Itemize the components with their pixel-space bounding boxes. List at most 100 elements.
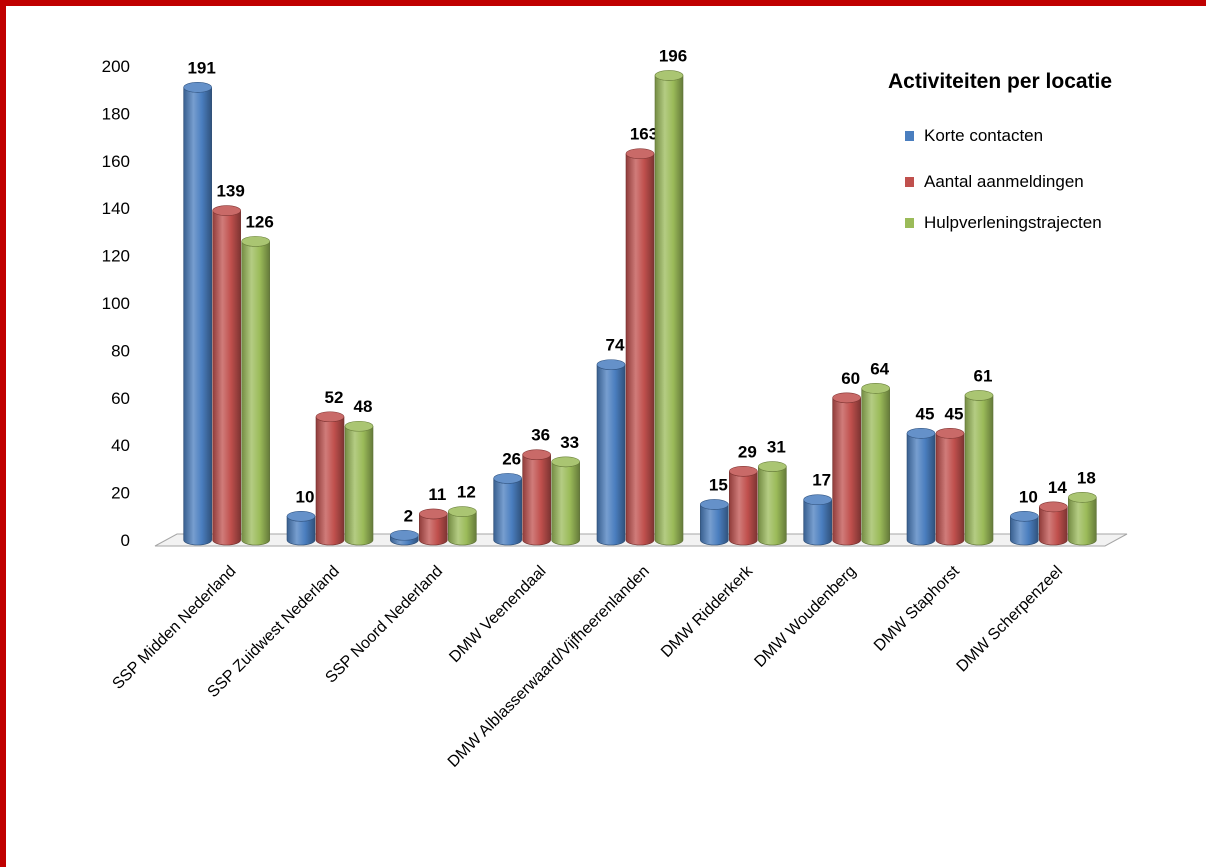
bar-ssp-zuidwest-nederland-korte-contacten-cap [286,510,316,522]
bar-ssp-zuidwest-nederland-aantal-aanmeldingen-body [315,416,345,546]
bar-ssp-zuidwest-nederland-hulpverleningstrajecten [344,420,374,546]
value-label-ssp-zuidwest-nederland-korte-contacten: 10 [296,487,315,506]
bar-ssp-zuidwest-nederland-aantal-aanmeldingen-cap [315,411,345,423]
bar-dmw-woudenberg-korte-contacten [803,494,832,546]
bar-dmw-scherpenzeel-korte-contacten [1010,510,1039,546]
value-label-ssp-zuidwest-nederland-aantal-aanmeldingen: 52 [325,388,344,407]
x-tick-label-dmw-scherpenzeel: DMW Scherpenzeel [954,563,1067,676]
bar-ssp-zuidwest-nederland-aantal-aanmeldingen [315,411,345,546]
bar-dmw-staphorst-korte-contacten [906,428,936,546]
bar-dmw-alblasserwaard-vijfheerenlanden-hulpverleningstrajecten-cap [654,70,684,81]
bar-dmw-veenendaal-hulpverleningstrajecten-body [551,461,580,546]
bar-dmw-staphorst-aantal-aanmeldingen-cap [935,428,965,439]
value-label-ssp-midden-nederland-korte-contacten: 191 [187,58,215,77]
bar-ssp-midden-nederland-hulpverleningstrajecten-cap [241,236,270,247]
bar-ssp-noord-nederland-aantal-aanmeldingen-cap [419,508,448,520]
value-label-dmw-ridderkerk-aantal-aanmeldingen: 29 [738,442,757,461]
y-tick-label-100: 100 [102,294,130,313]
value-label-dmw-ridderkerk-hulpverleningstrajecten: 31 [767,438,786,457]
bar-dmw-alblasserwaard-vijfheerenlanden-aantal-aanmeldingen-body [625,153,655,546]
bar-ssp-noord-nederland-hulpverleningstrajecten [448,506,477,546]
bar-dmw-woudenberg-hulpverleningstrajecten-cap [861,383,890,394]
value-label-dmw-scherpenzeel-aantal-aanmeldingen: 14 [1048,478,1067,497]
value-label-ssp-noord-nederland-hulpverleningstrajecten: 12 [457,483,476,502]
value-label-ssp-noord-nederland-korte-contacten: 2 [404,506,413,525]
x-tick-label-dmw-staphorst: DMW Staphorst [871,562,963,654]
y-tick-label-160: 160 [102,152,130,171]
bar-ssp-zuidwest-nederland-hulpverleningstrajecten-body [344,426,374,546]
bar-dmw-staphorst-aantal-aanmeldingen [935,428,965,546]
bar-dmw-ridderkerk-aantal-aanmeldingen-body [729,471,758,546]
bar-dmw-woudenberg-hulpverleningstrajecten [861,383,890,546]
value-label-dmw-alblasserwaard-vijfheerenlanden-aantal-aanmeldingen: 163 [630,125,658,144]
value-label-dmw-staphorst-hulpverleningstrajecten: 61 [974,366,993,385]
value-label-dmw-alblasserwaard-vijfheerenlanden-hulpverleningstrajecten: 196 [659,46,687,65]
bar-dmw-ridderkerk-hulpverleningstrajecten-cap [758,461,787,472]
x-tick-label-ssp-noord-nederland: SSP Noord Nederland [322,563,446,687]
value-label-dmw-alblasserwaard-vijfheerenlanden-korte-contacten: 74 [606,336,625,355]
value-label-dmw-woudenberg-hulpverleningstrajecten: 64 [870,359,889,378]
bar-ssp-midden-nederland-aantal-aanmeldingen-body [212,210,241,546]
legend-item-korte-contacten: Korte contacten [905,125,1043,147]
bar-dmw-ridderkerk-korte-contacten [700,499,729,546]
bar-dmw-alblasserwaard-vijfheerenlanden-aantal-aanmeldingen-cap [625,148,655,159]
bar-ssp-zuidwest-nederland-hulpverleningstrajecten-cap [344,420,374,432]
value-label-dmw-veenendaal-hulpverleningstrajecten: 33 [560,433,579,452]
value-label-dmw-veenendaal-korte-contacten: 26 [502,449,521,468]
bar-dmw-woudenberg-korte-contacten-cap [803,494,832,506]
bar-dmw-woudenberg-korte-contacten-body [803,499,832,546]
bar-ssp-midden-nederland-korte-contacten-cap [183,82,212,93]
bar-dmw-scherpenzeel-aantal-aanmeldingen-cap [1039,501,1068,513]
bar-ssp-noord-nederland-hulpverleningstrajecten-cap [448,506,477,517]
bar-dmw-ridderkerk-korte-contacten-body [700,504,729,546]
frame-left-border [0,0,6,867]
chart-title: Activiteiten per locatie [888,70,1113,93]
legend-swatch-hulpverleningstrajecten [905,218,914,228]
value-label-dmw-ridderkerk-korte-contacten: 15 [709,475,728,494]
x-tick-label-dmw-alblasserwaard-vijfheerenlanden: DMW Alblasserwaard/Vijfheerenlanden [445,563,653,771]
bar-dmw-ridderkerk-hulpverleningstrajecten-body [758,466,787,546]
y-tick-label-180: 180 [102,104,130,123]
bar-dmw-woudenberg-hulpverleningstrajecten-body [861,388,890,546]
legend-swatch-aantal-aanmeldingen [905,177,914,187]
y-tick-label-60: 60 [111,389,130,408]
bar-ssp-noord-nederland-korte-contacten-cap [390,529,419,541]
bar-dmw-alblasserwaard-vijfheerenlanden-korte-contacten-body [596,364,626,546]
y-tick-label-200: 200 [102,57,130,76]
y-tick-label-120: 120 [102,247,130,266]
bar-ssp-noord-nederland-korte-contacten [390,529,419,546]
bar-dmw-scherpenzeel-korte-contacten-cap [1010,510,1039,522]
value-label-ssp-noord-nederland-aantal-aanmeldingen: 11 [428,485,446,504]
bar-ssp-midden-nederland-hulpverleningstrajecten-body [241,241,270,546]
bar-dmw-scherpenzeel-aantal-aanmeldingen [1039,501,1068,546]
bar-dmw-ridderkerk-hulpverleningstrajecten [758,461,787,546]
bar-dmw-veenendaal-hulpverleningstrajecten [551,456,580,546]
bar-dmw-staphorst-hulpverleningstrajecten [964,390,994,546]
bar-ssp-midden-nederland-aantal-aanmeldingen-cap [212,205,241,216]
value-label-dmw-woudenberg-aantal-aanmeldingen: 60 [841,369,860,388]
legend-label-korte-contacten: Korte contacten [924,126,1044,145]
value-label-dmw-scherpenzeel-korte-contacten: 10 [1019,487,1038,506]
bar-dmw-veenendaal-aantal-aanmeldingen [522,449,551,546]
bar-dmw-alblasserwaard-vijfheerenlanden-aantal-aanmeldingen [625,148,655,546]
bar-dmw-ridderkerk-aantal-aanmeldingen-cap [729,465,758,477]
x-tick-label-dmw-ridderkerk: DMW Ridderkerk [658,562,757,661]
y-tick-label-40: 40 [111,436,130,455]
bar-ssp-noord-nederland-aantal-aanmeldingen [419,508,448,546]
bar-dmw-woudenberg-aantal-aanmeldingen-cap [832,392,861,404]
legend-label-aantal-aanmeldingen: Aantal aanmeldingen [924,172,1084,191]
y-tick-label-0: 0 [121,531,130,550]
value-label-ssp-zuidwest-nederland-hulpverleningstrajecten: 48 [354,397,373,416]
bar-dmw-staphorst-korte-contacten-cap [906,428,936,439]
value-label-dmw-staphorst-aantal-aanmeldingen: 45 [945,404,964,423]
y-tick-label-140: 140 [102,199,130,218]
bar-dmw-ridderkerk-aantal-aanmeldingen [729,465,758,546]
value-label-ssp-midden-nederland-hulpverleningstrajecten: 126 [245,212,273,231]
bar-dmw-scherpenzeel-hulpverleningstrajecten-body [1068,497,1097,546]
bar-dmw-veenendaal-korte-contacten [493,473,522,546]
x-tick-label-dmw-woudenberg: DMW Woudenberg [751,563,859,671]
x-tick-label-dmw-veenendaal: DMW Veenendaal [446,563,549,666]
bar-dmw-scherpenzeel-hulpverleningstrajecten [1068,492,1097,546]
bar-dmw-alblasserwaard-vijfheerenlanden-korte-contacten-cap [596,359,626,370]
